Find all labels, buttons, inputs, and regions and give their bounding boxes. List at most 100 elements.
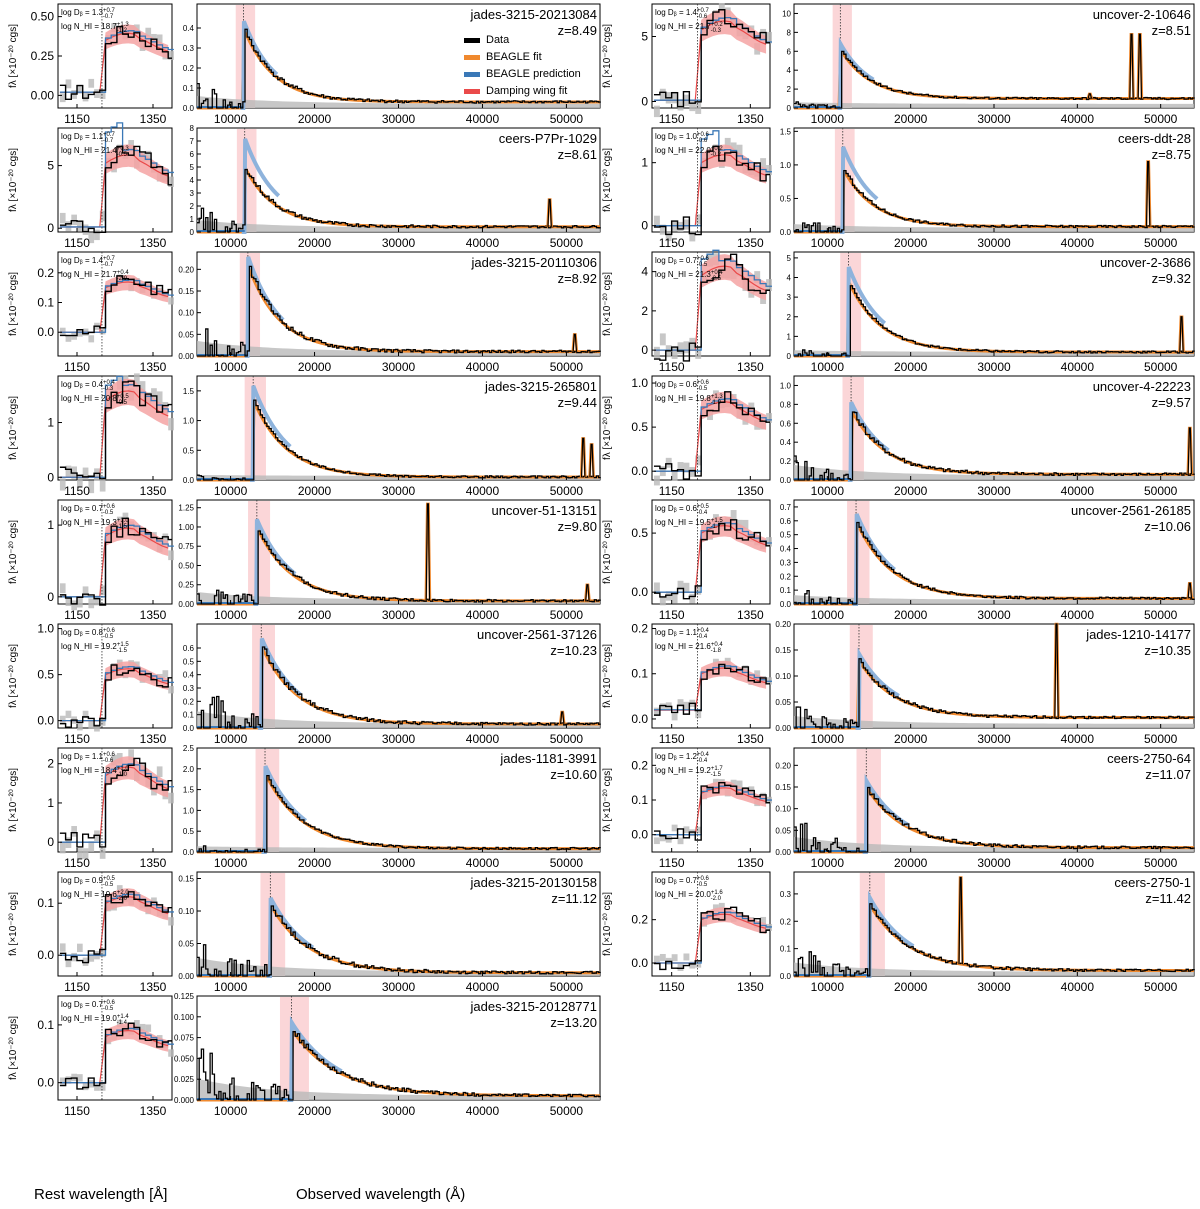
obs-xtick-label: 40000: [1061, 360, 1095, 374]
rest-error-bin: [168, 1049, 174, 1057]
obs-ytick-label: 0.00: [178, 972, 194, 981]
rest-xtick-label: 1350: [140, 732, 167, 746]
rest-error-bin: [742, 665, 749, 673]
obs-xtick-label: 40000: [1061, 732, 1095, 746]
rest-ytick-label: 0.0: [631, 956, 648, 970]
obs-xtick-label: 10000: [214, 732, 248, 746]
obs-ytick-label: 0.5: [183, 827, 195, 836]
obs-ytick-label: 1.5: [780, 127, 792, 136]
redshift-label: z=11.12: [551, 891, 597, 906]
rest-xtick-label: 1150: [659, 112, 685, 126]
rest-error-bin: [99, 210, 106, 222]
rest-xtick-label: 1150: [64, 484, 90, 498]
rest-error-bin: [671, 91, 678, 104]
lya-band: [260, 873, 286, 976]
redshift-label: z=10.23: [550, 643, 597, 658]
obs-ytick-label: 0.0: [780, 476, 792, 485]
obs-ytick-label: 0.00: [775, 848, 791, 857]
data-step: [59, 145, 172, 234]
rest-error-bin: [671, 824, 678, 832]
rest-error-bin: [88, 841, 95, 852]
rest-error-bin: [653, 582, 660, 592]
obs-ytick-label: 2.0: [183, 765, 195, 774]
obs-ytick-label: 0.5: [183, 446, 195, 455]
logNHI-err-up: +0.3: [117, 146, 130, 152]
obs-xtick-label: 20000: [894, 732, 928, 746]
rest-error-bin: [99, 585, 106, 596]
obs-ytick-label: 0.15: [178, 287, 194, 296]
obs-ytick-label: 1: [190, 215, 195, 224]
beagle-prediction: [845, 266, 887, 358]
rest-error-bin: [128, 749, 134, 761]
data-step: [59, 757, 172, 848]
legend-item-damping-wing: Damping wing fit: [464, 83, 581, 100]
rest-xtick-label: 1350: [737, 856, 764, 870]
obs-ytick-label: 5: [787, 254, 792, 263]
obs-frame: [196, 995, 601, 1101]
rest-error-bin: [742, 519, 749, 530]
rest-xtick-label: 1350: [140, 1104, 167, 1118]
rest-error-bin: [94, 89, 100, 99]
data-step: [197, 774, 601, 853]
rest-ytick-label: 0.2: [631, 758, 648, 772]
rest-ylabel: fλ [×10⁻²⁰ cgs]: [602, 24, 613, 88]
data-step: [59, 517, 172, 606]
emission-line-data: [580, 437, 586, 478]
obs-error-band: [197, 1078, 600, 1100]
rest-error-bin: [82, 92, 89, 102]
rest-ytick-label: 0: [47, 590, 54, 604]
rest-error-bin: [695, 455, 702, 466]
redshift-label: z=10.35: [1144, 643, 1191, 658]
rest-error-bin: [71, 214, 77, 226]
obs-ytick-label: 5: [190, 163, 195, 172]
redshift-label: z=13.20: [550, 1015, 597, 1030]
rest-ytick-label: 0: [641, 219, 648, 233]
rest-xtick-label: 1350: [140, 608, 167, 622]
rest-xtick-label: 1350: [737, 236, 764, 250]
logDb-err-up: +0.7: [697, 8, 710, 14]
obs-xtick-label: 50000: [1144, 112, 1178, 126]
obs-ytick-label: 2: [787, 313, 792, 322]
obs-ytick-label: 0.10: [775, 805, 791, 814]
obs-xtick-label: 40000: [466, 732, 500, 746]
logNHI-err-down: -1.8: [711, 648, 722, 654]
rest-error-bin: [665, 457, 672, 468]
logDb-err-up: +0.6: [697, 876, 710, 882]
obs-ytick-label: 0.5: [780, 531, 792, 540]
rest-error-bin: [88, 480, 95, 494]
rest-error-bin: [162, 533, 169, 544]
rest-ylabel: fλ [×10⁻²⁰ cgs]: [8, 396, 19, 460]
rest-error-bin: [653, 837, 660, 845]
obs-ytick-label: 0.1: [183, 711, 195, 720]
obs-xtick-label: 30000: [977, 856, 1011, 870]
rest-error-bin: [671, 954, 678, 962]
rest-error-bin: [65, 710, 72, 719]
rest-error-bin: [677, 580, 684, 591]
obs-ytick-label: 0.10: [178, 907, 194, 916]
logDb-err-down: -0.5: [697, 262, 708, 268]
obs-ytick-label: 0: [787, 104, 792, 113]
rest-xtick-label: 1150: [659, 484, 685, 498]
rest-error-bin: [695, 346, 702, 359]
obs-ytick-label: 1.5: [183, 786, 195, 795]
obs-ytick-label: 0.5: [780, 194, 792, 203]
obs-xtick-label: 30000: [382, 236, 416, 250]
rest-error-bin: [689, 593, 696, 604]
rest-error-bin: [748, 786, 755, 794]
emission-line-data: [1145, 160, 1151, 227]
obs-ytick-label: 6: [787, 47, 792, 56]
obs-xtick-label: 50000: [550, 360, 584, 374]
rest-ytick-label: 4: [641, 265, 648, 279]
lya-band: [279, 997, 309, 1100]
rest-error-bin: [724, 137, 731, 148]
rest-ylabel: fλ [×10⁻²⁰ cgs]: [602, 396, 613, 460]
rest-error-bin: [71, 600, 77, 611]
rest-ylabel: fλ [×10⁻²⁰ cgs]: [602, 768, 613, 832]
obs-ytick-label: 0.10: [775, 672, 791, 681]
rest-error-bin: [653, 707, 660, 715]
